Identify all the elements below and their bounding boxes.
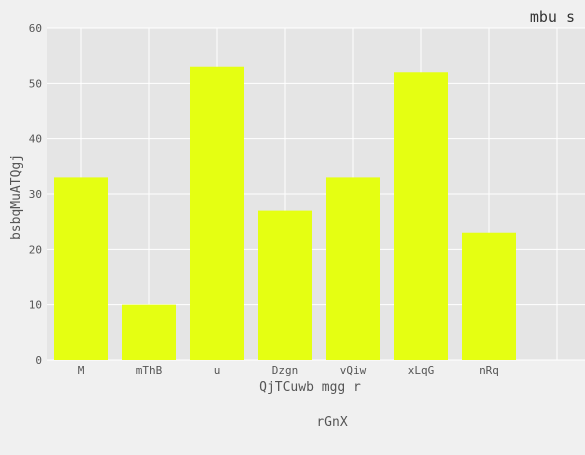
- y-tick-label: 40: [29, 133, 42, 146]
- bar-nRq: [462, 232, 516, 360]
- bar-u: [190, 66, 244, 360]
- x-tick-label: Dzgn: [272, 364, 299, 377]
- bar-M: [54, 177, 108, 360]
- bar-series: [54, 66, 516, 361]
- y-tick-labels: 0 10 20 30 40 50 60: [29, 22, 42, 367]
- x-tick-label: mThB: [136, 364, 163, 377]
- bar-xLqG: [394, 72, 448, 361]
- x-tick-label: xLqG: [408, 364, 435, 377]
- y-tick-label: 50: [29, 77, 42, 90]
- y-tick-label: 20: [29, 243, 42, 256]
- bar-vQiw: [326, 177, 380, 360]
- y-tick-label: 60: [29, 22, 42, 35]
- y-tick-label: 0: [35, 354, 42, 367]
- bar-Dzgn: [258, 210, 312, 360]
- x-tick-label: u: [214, 364, 221, 377]
- chart-title: mbu s: [530, 8, 575, 26]
- x-tick-label: nRq: [479, 364, 499, 377]
- bar-mThB: [122, 304, 176, 360]
- x-tick-label: vQiw: [340, 364, 367, 377]
- legend-label: rGnX: [316, 415, 347, 430]
- y-axis-label: bsbqMuATQgj: [9, 154, 24, 240]
- x-axis-label: QjTCuwb mgg r: [259, 380, 361, 395]
- x-tick-label: M: [78, 364, 85, 377]
- y-tick-label: 10: [29, 299, 42, 312]
- y-tick-label: 30: [29, 188, 42, 201]
